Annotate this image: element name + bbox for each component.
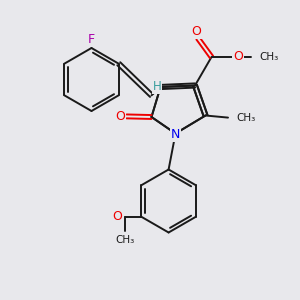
Text: N: N (171, 128, 180, 141)
Text: CH₃: CH₃ (115, 235, 134, 244)
Text: H: H (152, 80, 161, 93)
Text: CH₃: CH₃ (259, 52, 278, 62)
Text: CH₃: CH₃ (236, 112, 256, 123)
Text: O: O (112, 210, 122, 223)
Text: O: O (192, 25, 201, 38)
Text: O: O (115, 110, 125, 123)
Text: O: O (233, 50, 243, 64)
Text: F: F (88, 33, 95, 46)
